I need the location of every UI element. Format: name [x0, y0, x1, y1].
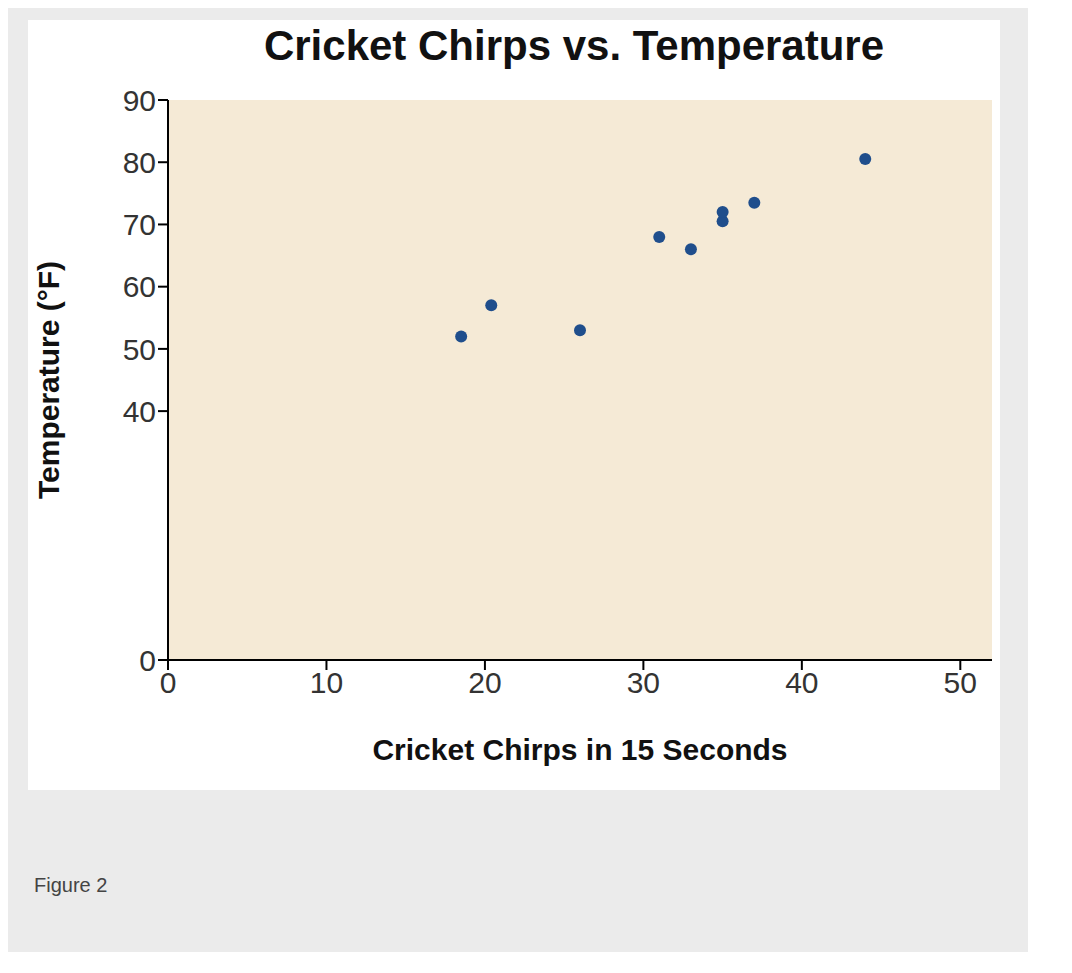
svg-text:40: 40	[123, 395, 156, 428]
svg-text:50: 50	[123, 333, 156, 366]
html-text:Figure 2: Figure 2	[34, 874, 108, 896]
svg-text:20: 20	[468, 666, 501, 699]
svg-text:40: 40	[785, 666, 818, 699]
svg-text:10: 10	[310, 666, 343, 699]
svg-text:Temperature (°F): Temperature (°F)	[32, 261, 65, 499]
svg-text:90: 90	[123, 84, 156, 117]
svg-text:0: 0	[139, 644, 156, 677]
svg-text:70: 70	[123, 208, 156, 241]
svg-text:Cricket Chirps in 15 Seconds: Cricket Chirps in 15 Seconds	[372, 733, 787, 766]
html-text:Cricket Chirps vs. Temperature: Cricket Chirps vs. Temperature	[263, 22, 885, 69]
svg-text:0: 0	[160, 666, 177, 699]
svg-text:80: 80	[123, 146, 156, 179]
svg-text:50: 50	[944, 666, 977, 699]
svg-text:30: 30	[627, 666, 660, 699]
svg-text:60: 60	[123, 270, 156, 303]
